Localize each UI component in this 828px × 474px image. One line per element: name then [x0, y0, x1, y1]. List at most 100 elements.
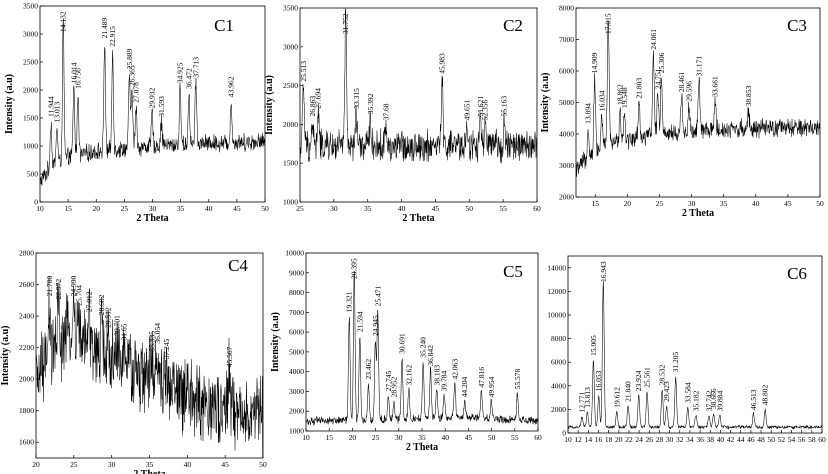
y-tick-label: 3000	[559, 161, 574, 170]
y-tick-label: 8000	[551, 334, 566, 343]
x-tick-label: 25	[70, 460, 78, 469]
peak-label: 18.862	[616, 84, 625, 105]
xrd-trace	[39, 18, 266, 186]
peak-label: 32.162	[404, 365, 413, 386]
peak-label: 28.532	[658, 364, 667, 385]
x-tick-label: 40	[752, 199, 760, 208]
panel-title: C2	[503, 16, 523, 35]
peak-label: 21.803	[634, 78, 643, 99]
peak-label: 16.756	[74, 68, 83, 89]
peak-label: 31.65	[120, 323, 129, 340]
peak-label: 29.932	[148, 88, 157, 109]
peak-label: 35.182	[691, 390, 700, 411]
x-tick-label: 35	[146, 460, 154, 469]
peak-label: 19.321	[345, 291, 354, 312]
peak-label: 25.889	[125, 48, 134, 69]
peak-label: 25.513	[299, 61, 308, 82]
peak-label: 36.054	[153, 323, 162, 344]
peak-label: 21.594	[355, 311, 364, 332]
peak-label: 27.745	[384, 371, 393, 392]
peak-label: 45.567	[225, 346, 234, 367]
y-tick-label: 1600	[19, 438, 34, 447]
y-tick-label: 2200	[19, 343, 34, 352]
x-tick-label: 20	[93, 204, 101, 213]
peak-label: 30.701	[112, 315, 121, 336]
panel-c4: 20 25 30 35 40 45 50 1600 1800 2000 2200 2400 2600 28…	[0, 249, 267, 474]
y-tick-label: 4000	[551, 381, 566, 390]
x-tick-label: 20	[32, 460, 40, 469]
plot-frame	[299, 7, 538, 203]
peak-label: 36.472	[184, 68, 193, 89]
peak-label: 48.802	[761, 385, 770, 406]
panel-c2: 25 30 35 40 45 50 55 60 1000 1500 2000 2500 3000 3500…	[264, 4, 541, 225]
xrd-trace	[305, 271, 539, 426]
peak-label: 21.489	[100, 18, 109, 39]
panel-c1: 10 15 20 25 30 35 40 45 500500100015002000250030…	[4, 2, 269, 225]
peak-label: 13.813	[583, 387, 592, 408]
x-tick-label: 42	[727, 435, 735, 444]
peak-label: 16.943	[599, 261, 608, 282]
peak-label: 29.423	[662, 381, 671, 402]
peak-label: 34.925	[176, 62, 185, 83]
peak-label: 13.013	[52, 102, 61, 123]
x-tick-label: 22	[625, 435, 633, 444]
peak-label: 44.204	[460, 376, 469, 397]
y-tick-label: 1000	[283, 198, 298, 207]
y-tick-label: 9000	[289, 268, 304, 277]
x-axis-label: 2 Theta	[402, 213, 434, 224]
peak-label: 27.012	[85, 291, 94, 312]
peak-label: 33.584	[683, 382, 692, 403]
peak-label: 25.306	[657, 52, 666, 73]
x-tick-label: 35	[720, 199, 728, 208]
x-tick-label: 50	[259, 460, 267, 469]
peak-label: 14.132	[59, 11, 68, 32]
peak-label: 26.365	[128, 65, 137, 86]
peak-label: 51.621	[476, 96, 485, 117]
peak-label: 29.596	[684, 81, 693, 102]
y-tick-label: 2000	[283, 120, 298, 129]
peak-label: 31.171	[695, 56, 704, 77]
y-tick-label: 6000	[551, 358, 566, 367]
x-tick-label: 15	[64, 204, 72, 213]
peak-label: 49.954	[487, 376, 496, 397]
y-tick-label: 3000	[289, 387, 304, 396]
y-axis-label: Intensity (a.u)	[264, 75, 275, 135]
x-tick-label: 60	[533, 204, 541, 213]
x-tick-label: 28	[656, 435, 664, 444]
y-tick-label: 3500	[283, 4, 298, 13]
peak-label: 39.884	[715, 390, 724, 411]
x-tick-label: 45	[233, 204, 241, 213]
x-tick-label: 50	[816, 199, 824, 208]
x-tick-label: 50	[767, 435, 775, 444]
y-tick-label: 1500	[283, 159, 298, 168]
x-tick-label: 26	[646, 435, 654, 444]
x-tick-label: 10	[302, 433, 310, 442]
x-axis-label: 2 Theta	[133, 469, 165, 474]
x-tick-label: 40	[205, 204, 213, 213]
x-tick-label: 52	[778, 435, 786, 444]
y-tick-label: 0	[34, 198, 38, 207]
peak-label: 17.015	[604, 13, 613, 34]
x-tick-label: 35	[418, 433, 426, 442]
peak-label: 24.990	[69, 275, 78, 296]
peak-label: 43.962	[227, 76, 236, 97]
x-axis-label: 2 Theta	[682, 208, 714, 219]
x-tick-label: 60	[818, 435, 826, 444]
peak-label: 37.742	[704, 390, 713, 411]
y-tick-label: 7000	[559, 35, 574, 44]
xrd-trace	[567, 281, 823, 430]
x-tick-label: 45	[432, 204, 440, 213]
peak-label: 23.924	[634, 370, 643, 391]
x-tick-label: 55	[499, 204, 507, 213]
x-tick-label: 54	[788, 435, 796, 444]
x-tick-label: 30	[330, 204, 338, 213]
y-tick-label: 7000	[289, 308, 304, 317]
x-tick-label: 44	[737, 435, 745, 444]
peak-label: 26.863	[308, 96, 317, 117]
xrd-trace	[575, 20, 821, 177]
peak-label: 11.944	[46, 96, 55, 117]
y-tick-label: 6000	[289, 328, 304, 337]
x-tick-label: 40	[717, 435, 725, 444]
y-tick-label: 5000	[289, 347, 304, 356]
peak-label: 21.840	[624, 381, 633, 402]
